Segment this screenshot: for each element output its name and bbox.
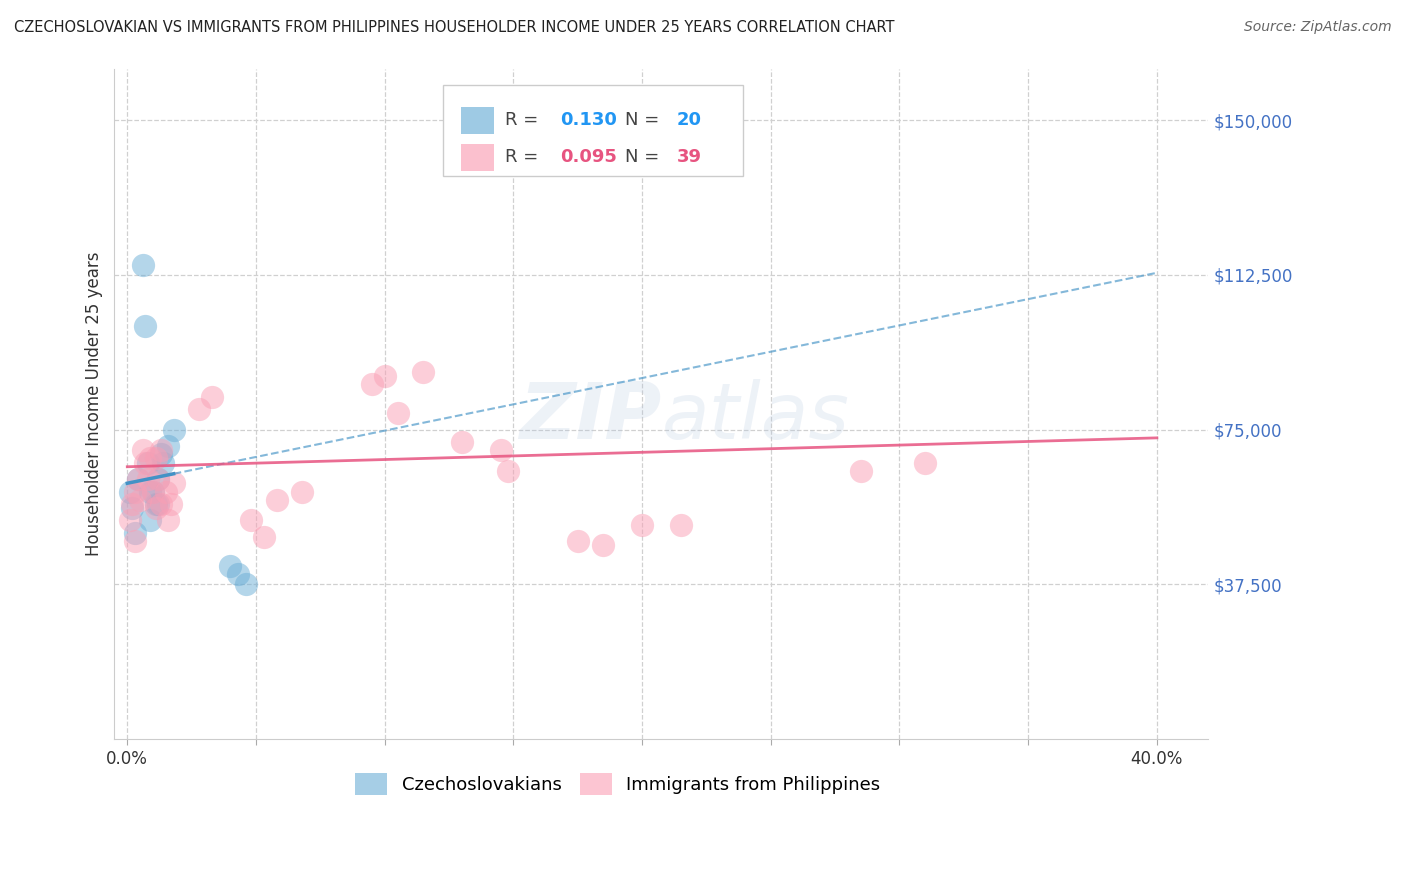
Point bbox=[149, 447, 172, 461]
Point bbox=[118, 513, 141, 527]
Point bbox=[188, 401, 211, 416]
Text: Source: ZipAtlas.com: Source: ZipAtlas.com bbox=[1244, 20, 1392, 34]
Text: 0.130: 0.130 bbox=[560, 112, 616, 129]
Point bbox=[136, 472, 159, 486]
Point bbox=[239, 513, 262, 527]
Point bbox=[145, 501, 167, 516]
Point bbox=[849, 464, 872, 478]
Point bbox=[118, 484, 141, 499]
Point bbox=[226, 567, 249, 582]
Text: atlas: atlas bbox=[661, 379, 849, 455]
Point bbox=[387, 406, 409, 420]
Point bbox=[149, 497, 172, 511]
Point bbox=[451, 435, 474, 450]
Point bbox=[160, 497, 183, 511]
Point bbox=[127, 472, 149, 486]
Point bbox=[291, 484, 314, 499]
Point bbox=[134, 319, 156, 334]
Point bbox=[162, 476, 184, 491]
Point bbox=[157, 439, 180, 453]
Point bbox=[142, 484, 165, 499]
Point bbox=[592, 538, 614, 552]
Point bbox=[374, 368, 396, 383]
Text: 39: 39 bbox=[676, 148, 702, 167]
Point bbox=[146, 472, 169, 486]
Point bbox=[146, 472, 169, 486]
Point bbox=[567, 534, 589, 549]
Point bbox=[124, 525, 146, 540]
Point bbox=[139, 513, 162, 527]
Text: 0.095: 0.095 bbox=[560, 148, 616, 167]
Point bbox=[219, 558, 242, 573]
Point bbox=[134, 456, 156, 470]
Text: 20: 20 bbox=[676, 112, 702, 129]
Point bbox=[266, 492, 288, 507]
Point bbox=[914, 456, 936, 470]
Point bbox=[127, 472, 149, 486]
Text: CZECHOSLOVAKIAN VS IMMIGRANTS FROM PHILIPPINES HOUSEHOLDER INCOME UNDER 25 YEARS: CZECHOSLOVAKIAN VS IMMIGRANTS FROM PHILI… bbox=[14, 20, 894, 35]
Point bbox=[145, 451, 167, 466]
Point bbox=[360, 377, 382, 392]
Point bbox=[155, 484, 177, 499]
Point bbox=[139, 451, 162, 466]
Point bbox=[139, 484, 162, 499]
Point bbox=[132, 443, 155, 458]
Point bbox=[121, 501, 143, 516]
Point bbox=[631, 517, 654, 532]
Point bbox=[129, 492, 152, 507]
Bar bbox=[461, 107, 494, 134]
Point bbox=[124, 484, 146, 499]
Point bbox=[235, 577, 257, 591]
Point bbox=[142, 484, 165, 499]
Point bbox=[146, 497, 169, 511]
Legend: Czechoslovakians, Immigrants from Philippines: Czechoslovakians, Immigrants from Philip… bbox=[346, 764, 890, 804]
Point bbox=[489, 443, 512, 458]
Text: N =: N = bbox=[626, 112, 665, 129]
Text: ZIP: ZIP bbox=[519, 379, 661, 455]
Point bbox=[152, 456, 174, 470]
Point bbox=[253, 530, 276, 544]
Point bbox=[124, 534, 146, 549]
Point bbox=[162, 423, 184, 437]
Point bbox=[149, 443, 172, 458]
Point bbox=[132, 258, 155, 272]
FancyBboxPatch shape bbox=[443, 86, 744, 176]
Bar bbox=[461, 144, 494, 170]
Text: N =: N = bbox=[626, 148, 665, 167]
Text: R =: R = bbox=[505, 112, 544, 129]
Point bbox=[669, 517, 692, 532]
Point bbox=[136, 456, 159, 470]
Point bbox=[496, 464, 519, 478]
Y-axis label: Householder Income Under 25 years: Householder Income Under 25 years bbox=[86, 252, 103, 556]
Point bbox=[412, 365, 434, 379]
Text: R =: R = bbox=[505, 148, 544, 167]
Point bbox=[201, 390, 224, 404]
Point bbox=[121, 497, 143, 511]
Point bbox=[157, 513, 180, 527]
Point bbox=[145, 497, 167, 511]
